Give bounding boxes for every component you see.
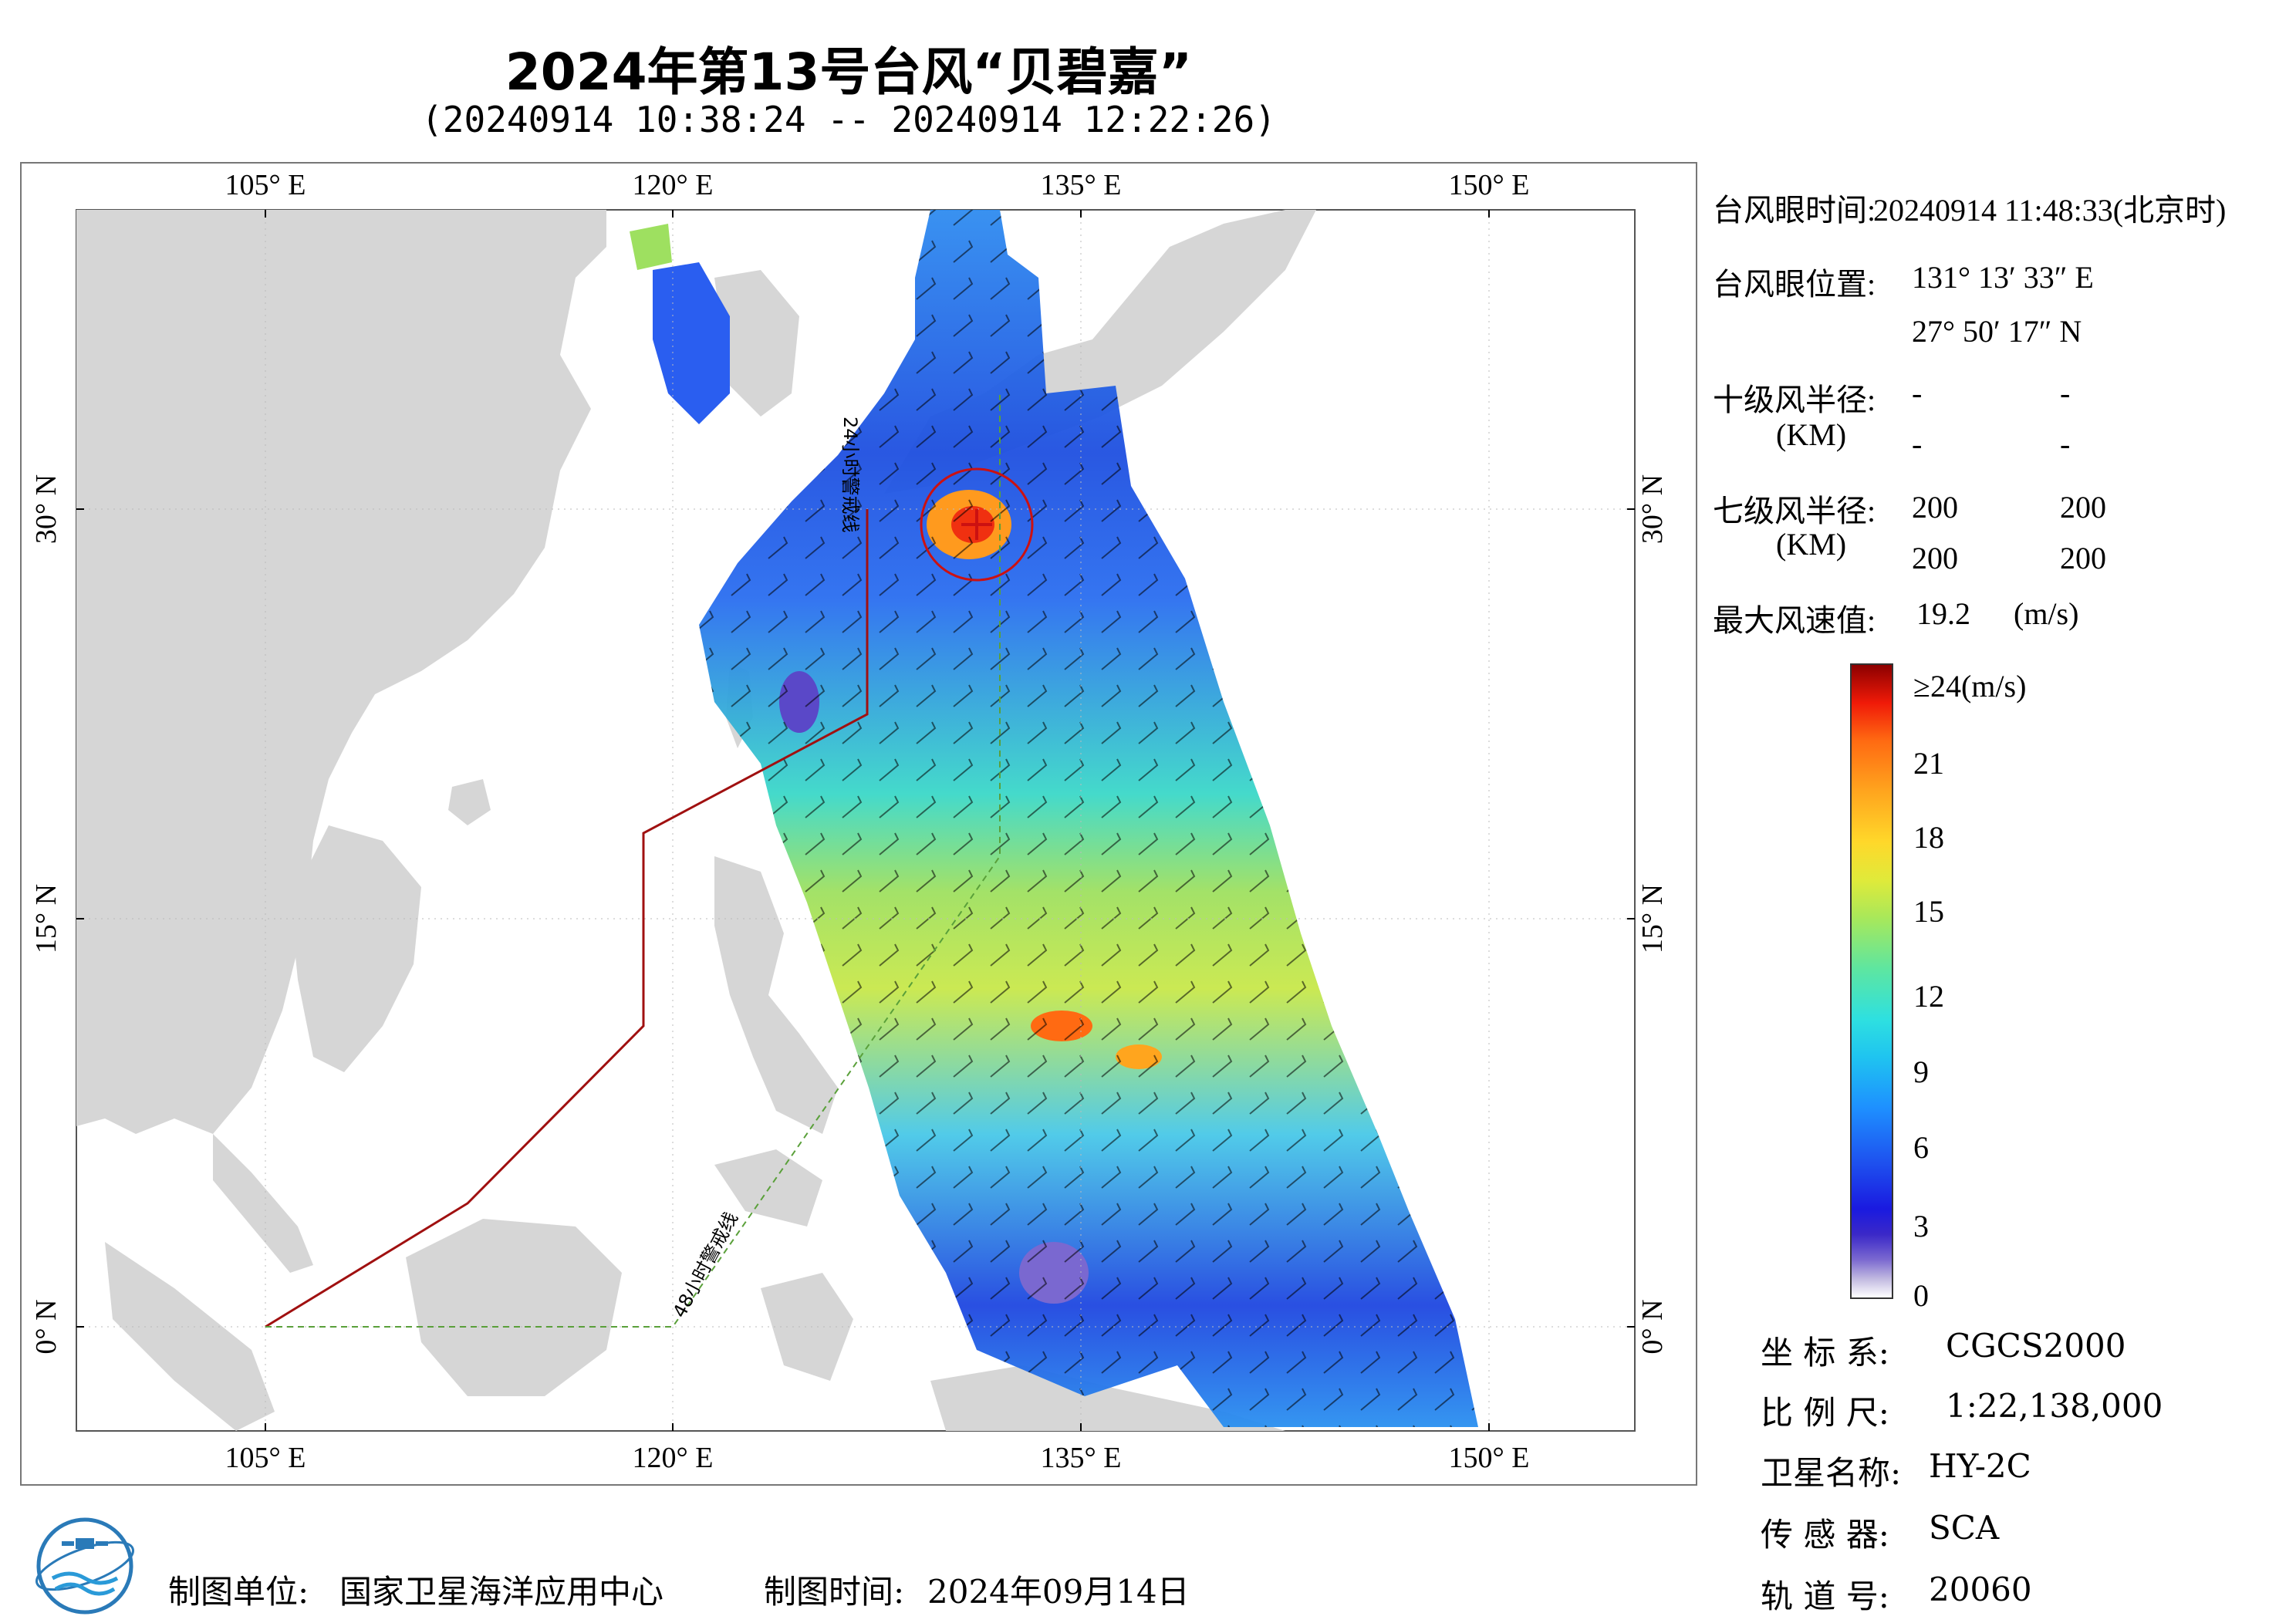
wind-swath — [630, 210, 1478, 1427]
r7-value-3: 200 — [1912, 541, 1958, 575]
time-range-subtitle: (20240914 10:38:24 -- 20240914 12:22:26) — [421, 99, 1276, 140]
colorbar-label-9: 9 — [1913, 1054, 1929, 1089]
r10-value-4: - — [2060, 427, 2071, 461]
r7-value-1: 200 — [1912, 490, 1958, 525]
satellite-value: HY-2C — [1929, 1447, 2031, 1485]
eye-time-label: 台风眼时间: — [1713, 193, 1876, 228]
eye-position-label: 台风眼位置: — [1713, 267, 1876, 302]
lat-label-left-0: 0° N — [30, 1299, 62, 1354]
r7-unit: (KM) — [1776, 527, 1847, 562]
lon-label-top-105: 105° E — [225, 169, 306, 201]
warning-line-24h — [265, 509, 869, 1328]
wind-speed-colorbar — [1850, 663, 1893, 1299]
max-wind-label: 最大风速值: — [1713, 603, 1876, 638]
warning-line-24h-label: 24小时警戒线 — [839, 417, 861, 533]
map-title: 2024年第13号台风“贝碧嘉” — [505, 42, 1193, 102]
colorbar-label-3: 3 — [1913, 1209, 1929, 1243]
satellite-label: 卫星名称: — [1761, 1454, 1902, 1492]
lon-label-bottom-150: 150° E — [1449, 1442, 1530, 1474]
orbit-label: 轨 道 号: — [1761, 1577, 1889, 1615]
lat-label-left-30: 30° N — [30, 474, 62, 544]
colorbar-label-0: 0 — [1913, 1278, 1929, 1313]
r10-value-3: - — [1912, 427, 1923, 461]
scale-value: 1:22,138,000 — [1946, 1387, 2163, 1425]
lat-label-right-30: 30° N — [1636, 474, 1669, 544]
lat-label-right-15: 15° N — [1636, 884, 1669, 953]
lon-label-bottom-135: 135° E — [1041, 1442, 1122, 1474]
eye-latitude: 27° 50′ 17″ N — [1912, 314, 2082, 349]
lon-label-bottom-105: 105° E — [225, 1442, 306, 1474]
lat-label-right-0: 0° N — [1636, 1299, 1669, 1354]
typhoon-wind-radius-circle — [920, 467, 1034, 582]
axis-ticks — [76, 210, 1635, 1431]
colorbar-label-21: 21 — [1913, 746, 1944, 781]
r7-label: 七级风半径: — [1713, 494, 1876, 528]
eye-longitude: 131° 13′ 33″ E — [1912, 260, 2094, 295]
crs-value: CGCS2000 — [1946, 1327, 2126, 1365]
wind-field-map: 24小时警戒线 48小时警戒线 105° E 120° E 135° E 150… — [30, 169, 1669, 1474]
r10-unit: (KM) — [1776, 417, 1847, 452]
date-value: 2024年09月14日 — [927, 1573, 1190, 1611]
lon-label-top-120: 120° E — [633, 169, 714, 201]
eye-time-value: 20240914 11:48:33(北京时) — [1873, 193, 2227, 228]
producer-value: 国家卫星海洋应用中心 — [339, 1573, 664, 1611]
sensor-value: SCA — [1929, 1509, 2000, 1547]
scale-label: 比 例 尺: — [1761, 1394, 1889, 1432]
lat-label-left-15: 15° N — [30, 884, 62, 953]
r7-value-4: 200 — [2060, 541, 2106, 575]
lon-label-top-135: 135° E — [1041, 169, 1122, 201]
crs-label: 坐 标 系: — [1761, 1334, 1889, 1372]
r10-value-2: - — [2060, 376, 2071, 410]
nsoas-logo — [35, 1517, 134, 1615]
r10-value-1: - — [1912, 376, 1923, 410]
warning-line-48h — [265, 395, 1001, 1328]
colorbar-label-15: 15 — [1913, 894, 1944, 929]
sensor-label: 传 感 器: — [1761, 1516, 1889, 1554]
r10-label: 十级风半径: — [1713, 383, 1876, 417]
date-label: 制图时间: — [764, 1573, 905, 1611]
colorbar-label-18: 18 — [1913, 820, 1944, 855]
typhoon-eye-marker — [961, 509, 992, 540]
colorbar-label-6: 6 — [1913, 1130, 1929, 1165]
colorbar-label-12: 12 — [1913, 979, 1944, 1014]
producer-label: 制图单位: — [168, 1573, 309, 1611]
orbit-value: 20060 — [1929, 1571, 2032, 1608]
colorbar-label-24: ≥24(m/s) — [1913, 669, 2027, 704]
lon-label-bottom-120: 120° E — [633, 1442, 714, 1474]
lon-label-top-150: 150° E — [1449, 169, 1530, 201]
max-wind-value: 19.2 — [1916, 596, 1970, 631]
r7-value-2: 200 — [2060, 490, 2106, 525]
max-wind-unit: (m/s) — [2014, 596, 2079, 631]
